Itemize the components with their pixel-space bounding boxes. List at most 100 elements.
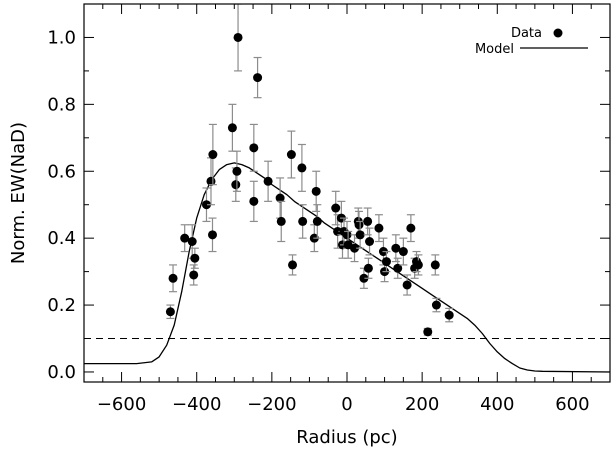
data-marker <box>393 263 403 273</box>
data-marker <box>276 216 286 226</box>
data-point <box>180 224 190 253</box>
data-marker <box>365 237 375 247</box>
data-point <box>350 234 360 263</box>
data-marker <box>359 273 369 283</box>
data-point <box>249 180 259 223</box>
data-point <box>253 56 263 99</box>
data-point <box>359 267 369 289</box>
data-marker <box>180 233 190 243</box>
data-point <box>232 150 242 192</box>
y-tick-label: 0.0 <box>47 362 76 383</box>
data-marker <box>311 186 321 196</box>
data-marker <box>263 176 273 186</box>
data-point <box>208 123 218 186</box>
data-marker <box>249 143 259 153</box>
legend-marker-data <box>553 28 563 38</box>
y-tick-label: 0.8 <box>47 94 76 115</box>
data-marker <box>190 253 200 263</box>
data-marker <box>398 247 408 257</box>
data-marker <box>208 150 218 160</box>
data-point <box>168 264 178 293</box>
legend: Data Model <box>475 26 588 57</box>
data-point <box>444 307 454 323</box>
data-marker <box>232 166 242 176</box>
x-tick-label: 0 <box>341 394 352 415</box>
data-point <box>413 254 423 276</box>
data-point <box>201 187 211 223</box>
x-tick-label: −200 <box>247 394 296 415</box>
data-point <box>312 204 322 239</box>
data-marker <box>233 32 243 42</box>
data-point <box>391 234 401 263</box>
data-point <box>190 247 200 269</box>
x-tick-label: −600 <box>97 394 146 415</box>
data-marker <box>227 123 237 133</box>
legend-label-model: Model <box>475 42 514 57</box>
data-point <box>363 257 373 279</box>
x-tick-label: 400 <box>480 394 514 415</box>
data-point <box>423 327 433 337</box>
data-marker <box>354 220 364 230</box>
data-marker <box>297 163 307 173</box>
data-point <box>276 200 286 243</box>
data-marker <box>253 73 263 83</box>
x-tick-label: 200 <box>405 394 439 415</box>
data-point <box>298 204 308 239</box>
data-marker <box>430 260 440 270</box>
data-point <box>227 103 237 152</box>
data-point <box>297 143 307 192</box>
y-tick-label: 1.0 <box>47 27 76 48</box>
data-point <box>430 254 440 276</box>
data-marker <box>189 270 199 280</box>
data-marker <box>201 200 211 210</box>
data-point <box>374 214 384 243</box>
data-marker <box>187 237 197 247</box>
data-point <box>263 160 273 202</box>
data-point <box>381 250 391 273</box>
data-marker <box>165 307 175 317</box>
y-tick-label: 0.6 <box>47 161 76 182</box>
data-marker <box>168 273 178 283</box>
y-tick-label: 0.4 <box>47 228 76 249</box>
data-point <box>363 207 373 236</box>
data-marker <box>363 216 373 226</box>
y-axis: 0.0 0.2 0.4 0.6 0.8 1.0 <box>47 3 610 383</box>
data-point <box>398 237 408 266</box>
y-axis-label: Norm. EW(NaD) <box>8 122 29 264</box>
x-tick-label: 600 <box>555 394 589 415</box>
data-marker <box>286 150 296 160</box>
data-marker <box>288 260 298 270</box>
data-marker <box>331 203 341 213</box>
data-marker <box>381 257 391 267</box>
data-marker <box>350 243 360 253</box>
data-marker <box>342 230 352 240</box>
x-axis-label: Radius (pc) <box>296 427 397 448</box>
legend-label-data: Data <box>511 26 542 41</box>
data-marker <box>444 310 454 320</box>
x-axis: −600 −400 −200 0 200 400 600 <box>83 4 611 415</box>
data-marker <box>249 196 259 206</box>
data-point <box>331 190 341 226</box>
data-marker <box>391 243 401 253</box>
data-marker <box>363 263 373 273</box>
data-point <box>431 297 441 313</box>
data-marker <box>374 223 384 233</box>
data-marker <box>333 226 343 236</box>
data-marker <box>423 327 433 337</box>
data-marker <box>355 230 365 240</box>
data-marker <box>207 230 217 240</box>
data-marker <box>413 260 423 270</box>
x-tick-label: −400 <box>172 394 221 415</box>
data-point <box>365 227 375 256</box>
data-marker <box>406 223 416 233</box>
data-point <box>393 257 403 279</box>
data-point <box>165 304 175 320</box>
data-point <box>207 217 217 253</box>
data-point <box>286 130 296 179</box>
plot-content <box>84 4 610 373</box>
data-marker <box>312 216 322 226</box>
data-point <box>355 220 365 249</box>
data-marker <box>402 280 412 290</box>
